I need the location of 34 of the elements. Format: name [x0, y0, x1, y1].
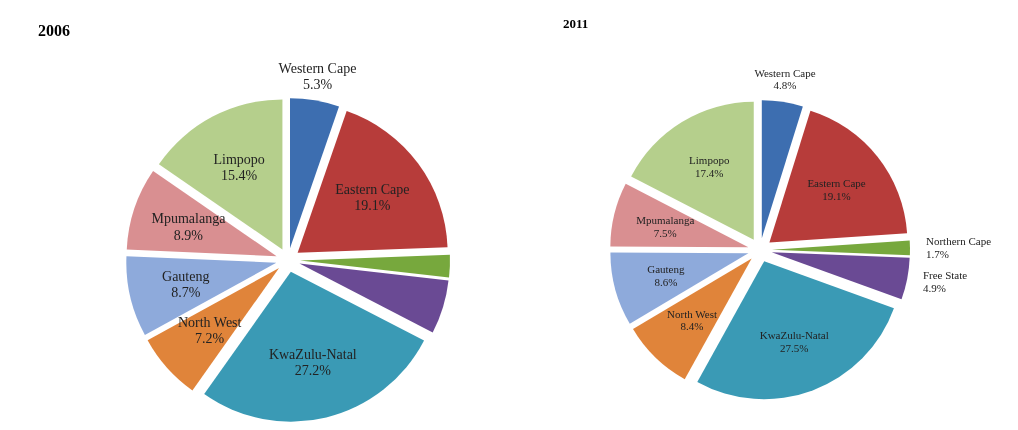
- chart-title: 2006: [38, 22, 70, 39]
- slice-label: North West: [667, 307, 718, 320]
- data-label: 17.4%: [695, 166, 724, 179]
- slice-label: Northern Cape: [925, 235, 992, 248]
- data-label: 8.9%: [173, 227, 204, 243]
- slice-label: Gauteng: [162, 268, 210, 284]
- data-label: 4.9%: [922, 282, 946, 295]
- slice-label: KwaZulu-Natal: [759, 328, 829, 341]
- slice-label: Limpopo: [689, 154, 730, 167]
- data-label: 8.6%: [654, 275, 678, 288]
- slice-label: Western Cape: [278, 60, 357, 76]
- slice-label: Limpopo: [213, 151, 265, 167]
- data-label: 4.8%: [773, 79, 797, 92]
- chart-title: 2011: [563, 16, 589, 31]
- data-label: 1.7%: [925, 247, 949, 260]
- data-label: 19.1%: [822, 189, 851, 202]
- slice-label: Mpumalanga: [636, 214, 695, 227]
- slice-label: Mpumalanga: [151, 211, 227, 227]
- slice-label: Eastern Cape: [335, 182, 410, 198]
- data-label: 7.5%: [653, 226, 677, 239]
- slice-label: Western Cape: [754, 66, 816, 79]
- slice-label: Eastern Cape: [807, 177, 866, 190]
- slice-label: Free State: [922, 269, 968, 282]
- data-label: 15.4%: [221, 168, 258, 183]
- data-label: 27.2%: [294, 362, 332, 378]
- data-label: 5.3%: [302, 77, 333, 93]
- slice-label: North West: [177, 314, 242, 330]
- data-label: 7.2%: [195, 330, 225, 346]
- data-label: 19.1%: [354, 198, 391, 214]
- data-label: 27.5%: [780, 341, 809, 354]
- slice-label: Gauteng: [647, 263, 685, 276]
- data-label: 8.7%: [171, 284, 201, 300]
- slice-label: KwaZulu-Natal: [268, 346, 357, 362]
- data-label: 8.4%: [680, 320, 704, 333]
